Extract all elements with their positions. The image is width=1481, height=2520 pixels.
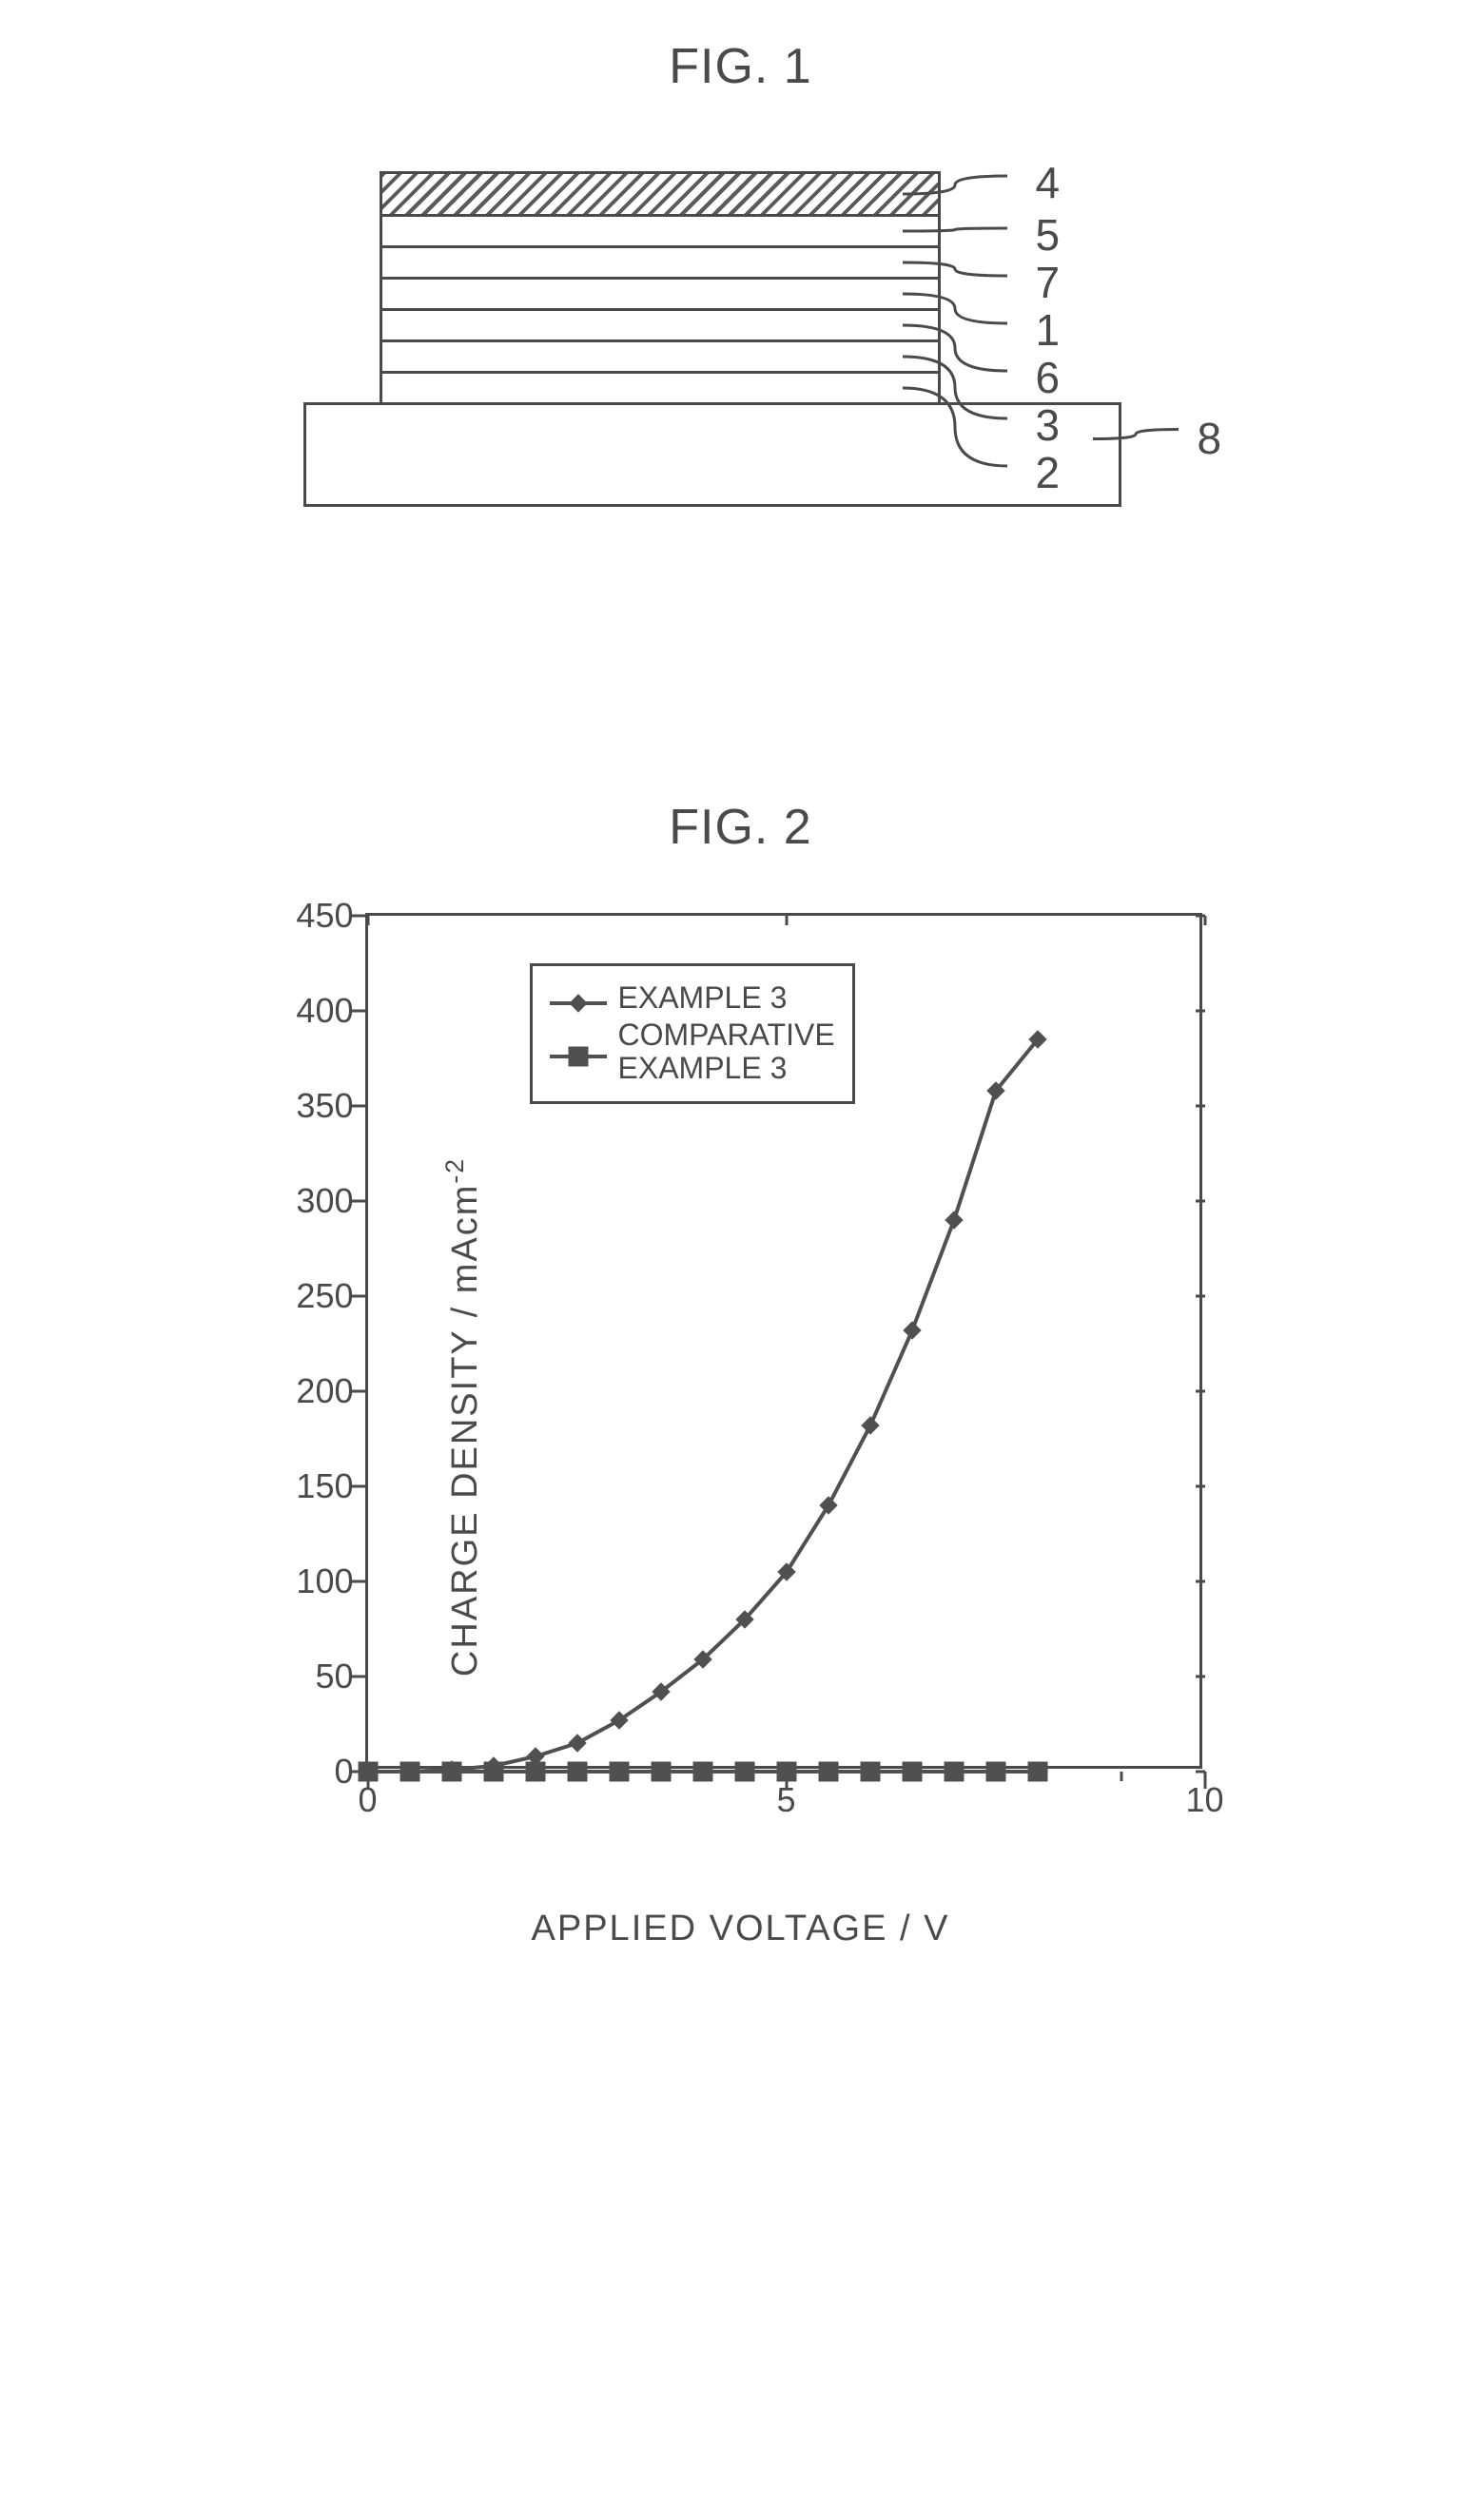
plot-area: 0501001502002503003504004500510EXAMPLE 3…: [365, 913, 1202, 1769]
ytick-100: 100: [296, 1561, 353, 1601]
ytick-50: 50: [315, 1657, 353, 1696]
fig2-chart: CHARGE DENSITY / mAcm-2 0501001502002503…: [242, 894, 1240, 1940]
legend: EXAMPLE 3COMPARATIVEEXAMPLE 3: [530, 963, 855, 1104]
series-example-3: [360, 1031, 1046, 1780]
series-comparative: [359, 1762, 1047, 1781]
layer-label-2: 2: [1036, 447, 1061, 498]
xtick-5: 5: [776, 1780, 795, 1820]
fig2-title: FIG. 2: [38, 799, 1443, 856]
layer-label-6: 6: [1036, 352, 1061, 403]
ytick-350: 350: [296, 1086, 353, 1126]
legend-item: EXAMPLE 3: [550, 981, 835, 1015]
ytick-400: 400: [296, 991, 353, 1031]
x-axis-label: APPLIED VOLTAGE / V: [532, 1909, 950, 1949]
layer-label-1: 1: [1036, 304, 1061, 356]
layer-label-8: 8: [1198, 413, 1222, 464]
layer-label-3: 3: [1036, 399, 1061, 451]
layer-label-7: 7: [1036, 257, 1061, 308]
xtick-0: 0: [358, 1780, 377, 1820]
ytick-300: 300: [296, 1181, 353, 1221]
figure-1: FIG. 1 4571632 8: [38, 38, 1443, 609]
fig1-title: FIG. 1: [38, 38, 1443, 95]
figure-2: FIG. 2 CHARGE DENSITY / mAcm-2 050100150…: [38, 799, 1443, 1940]
ytick-250: 250: [296, 1276, 353, 1316]
xtick-10: 10: [1185, 1780, 1223, 1820]
legend-item: COMPARATIVEEXAMPLE 3: [550, 1018, 835, 1085]
ytick-200: 200: [296, 1371, 353, 1411]
layer-label-5: 5: [1036, 209, 1061, 261]
ytick-150: 150: [296, 1466, 353, 1506]
ytick-0: 0: [334, 1752, 353, 1792]
fig1-diagram: 4571632 8: [218, 133, 1264, 609]
layer-label-4: 4: [1036, 157, 1061, 208]
ytick-450: 450: [296, 896, 353, 936]
